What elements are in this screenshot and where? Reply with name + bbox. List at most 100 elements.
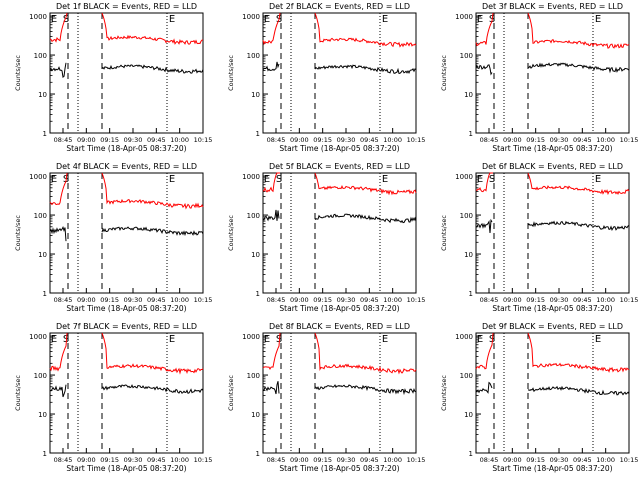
x-tick-label: 09:30 <box>337 296 356 304</box>
chart-panel-1: Det 1f BLACK = Events, RED = LLD Counts/s… <box>14 2 212 153</box>
x-tick-label: 09:30 <box>550 456 569 464</box>
chart-title: Det 2f BLACK = Events, RED = LLD <box>269 2 410 11</box>
x-tick-label: 10:00 <box>596 456 615 464</box>
plot-frame <box>262 12 417 134</box>
x-tick-label: 10:15 <box>194 456 213 464</box>
y-tick-label: 1 <box>256 290 260 298</box>
x-tick-label: 08:45 <box>480 136 499 144</box>
events-series-line <box>49 226 204 242</box>
y-tick-label: 10 <box>464 91 473 99</box>
chart-panel-4: Det 4f BLACK = Events, RED = LLD Counts/s… <box>14 162 212 313</box>
y-tick-label: 1000 <box>455 173 473 181</box>
y-tick-label: 1 <box>469 290 473 298</box>
x-tick-label: 10:15 <box>407 296 426 304</box>
plot-frame <box>49 172 204 294</box>
x-tick-label: 08:45 <box>267 296 286 304</box>
x-tick-label: 09:00 <box>503 136 522 144</box>
event-marker-label: E <box>264 14 270 25</box>
event-marker-label: S <box>276 334 282 345</box>
y-tick-label: 10 <box>38 251 47 259</box>
x-axis-label: Start Time (18-Apr-05 08:37:20) <box>66 144 186 153</box>
y-tick-label: 1000 <box>242 333 260 341</box>
y-tick-label: 1 <box>43 450 47 458</box>
events-series-line <box>262 61 417 75</box>
x-tick-label: 09:15 <box>526 456 545 464</box>
lld-series-line <box>475 172 630 196</box>
event-marker-label: S <box>276 174 282 185</box>
events-series-line <box>262 381 417 396</box>
y-tick-label: 1000 <box>242 173 260 181</box>
event-marker-label: E <box>595 14 601 25</box>
x-tick-label: 10:00 <box>383 456 402 464</box>
x-tick-label: 08:45 <box>54 136 73 144</box>
lld-series-line <box>262 172 417 196</box>
plot-frame <box>262 332 417 454</box>
lld-series-line <box>262 12 417 48</box>
y-tick-label: 100 <box>34 212 47 220</box>
x-tick-label: 09:30 <box>550 136 569 144</box>
event-marker-label: S <box>63 14 69 25</box>
plot-frame <box>49 332 204 454</box>
x-tick-label: 09:30 <box>337 136 356 144</box>
x-axis-label: Start Time (18-Apr-05 08:37:20) <box>66 464 186 473</box>
y-tick-label: 1 <box>469 130 473 138</box>
x-tick-label: 10:15 <box>620 296 639 304</box>
event-marker-label: E <box>169 174 175 185</box>
y-axis-label: Counts/sec <box>227 375 235 411</box>
y-axis-label: Counts/sec <box>14 215 22 251</box>
x-tick-label: 10:15 <box>194 296 213 304</box>
x-tick-label: 08:45 <box>54 296 73 304</box>
chart-title: Det 6f BLACK = Events, RED = LLD <box>482 162 623 171</box>
y-axis-label: Counts/sec <box>227 55 235 91</box>
event-marker-label: E <box>595 334 601 345</box>
x-tick-label: 09:00 <box>290 456 309 464</box>
lld-series-line <box>475 12 630 49</box>
y-tick-label: 1 <box>43 290 47 298</box>
x-tick-label: 09:00 <box>503 296 522 304</box>
x-tick-label: 10:00 <box>383 136 402 144</box>
x-tick-label: 09:00 <box>290 296 309 304</box>
y-axis-label: Counts/sec <box>14 375 22 411</box>
y-tick-label: 1 <box>43 130 47 138</box>
x-tick-label: 09:15 <box>100 296 119 304</box>
y-tick-label: 10 <box>38 91 47 99</box>
x-tick-label: 09:45 <box>573 296 592 304</box>
x-tick-label: 09:45 <box>147 136 166 144</box>
y-tick-label: 1000 <box>29 333 47 341</box>
x-tick-label: 08:45 <box>267 456 286 464</box>
y-tick-label: 10 <box>251 411 260 419</box>
lld-series-line <box>49 172 204 210</box>
events-series-line <box>49 62 204 78</box>
x-tick-label: 09:00 <box>503 456 522 464</box>
x-tick-label: 10:15 <box>194 136 213 144</box>
chart-panel-3: Det 3f BLACK = Events, RED = LLD Counts/s… <box>440 2 638 153</box>
y-tick-label: 100 <box>460 212 473 220</box>
plot-frame <box>49 12 204 134</box>
plot-frame <box>262 172 417 294</box>
x-tick-label: 09:15 <box>313 296 332 304</box>
chart-title: Det 3f BLACK = Events, RED = LLD <box>482 2 623 11</box>
events-series-line <box>262 209 417 224</box>
y-tick-label: 100 <box>460 372 473 380</box>
x-tick-label: 10:00 <box>383 296 402 304</box>
chart-panel-2: Det 2f BLACK = Events, RED = LLD Counts/s… <box>227 2 425 153</box>
y-tick-label: 100 <box>34 372 47 380</box>
event-marker-label: E <box>264 174 270 185</box>
x-tick-label: 09:15 <box>100 136 119 144</box>
lld-series-line <box>475 332 630 373</box>
chart-panel-7: Det 7f BLACK = Events, RED = LLD Counts/s… <box>14 322 212 473</box>
x-axis-label: Start Time (18-Apr-05 08:37:20) <box>492 464 612 473</box>
lld-series-line <box>49 12 204 45</box>
y-tick-label: 10 <box>251 251 260 259</box>
event-marker-label: E <box>595 174 601 185</box>
x-tick-label: 09:30 <box>124 136 143 144</box>
x-tick-label: 10:15 <box>620 456 639 464</box>
y-axis-label: Counts/sec <box>440 215 448 251</box>
events-series-line <box>475 62 630 76</box>
y-tick-label: 1 <box>256 450 260 458</box>
x-tick-label: 10:15 <box>620 136 639 144</box>
x-tick-label: 09:45 <box>147 296 166 304</box>
y-tick-label: 1000 <box>242 13 260 21</box>
y-axis-label: Counts/sec <box>14 55 22 91</box>
x-tick-label: 09:15 <box>526 296 545 304</box>
